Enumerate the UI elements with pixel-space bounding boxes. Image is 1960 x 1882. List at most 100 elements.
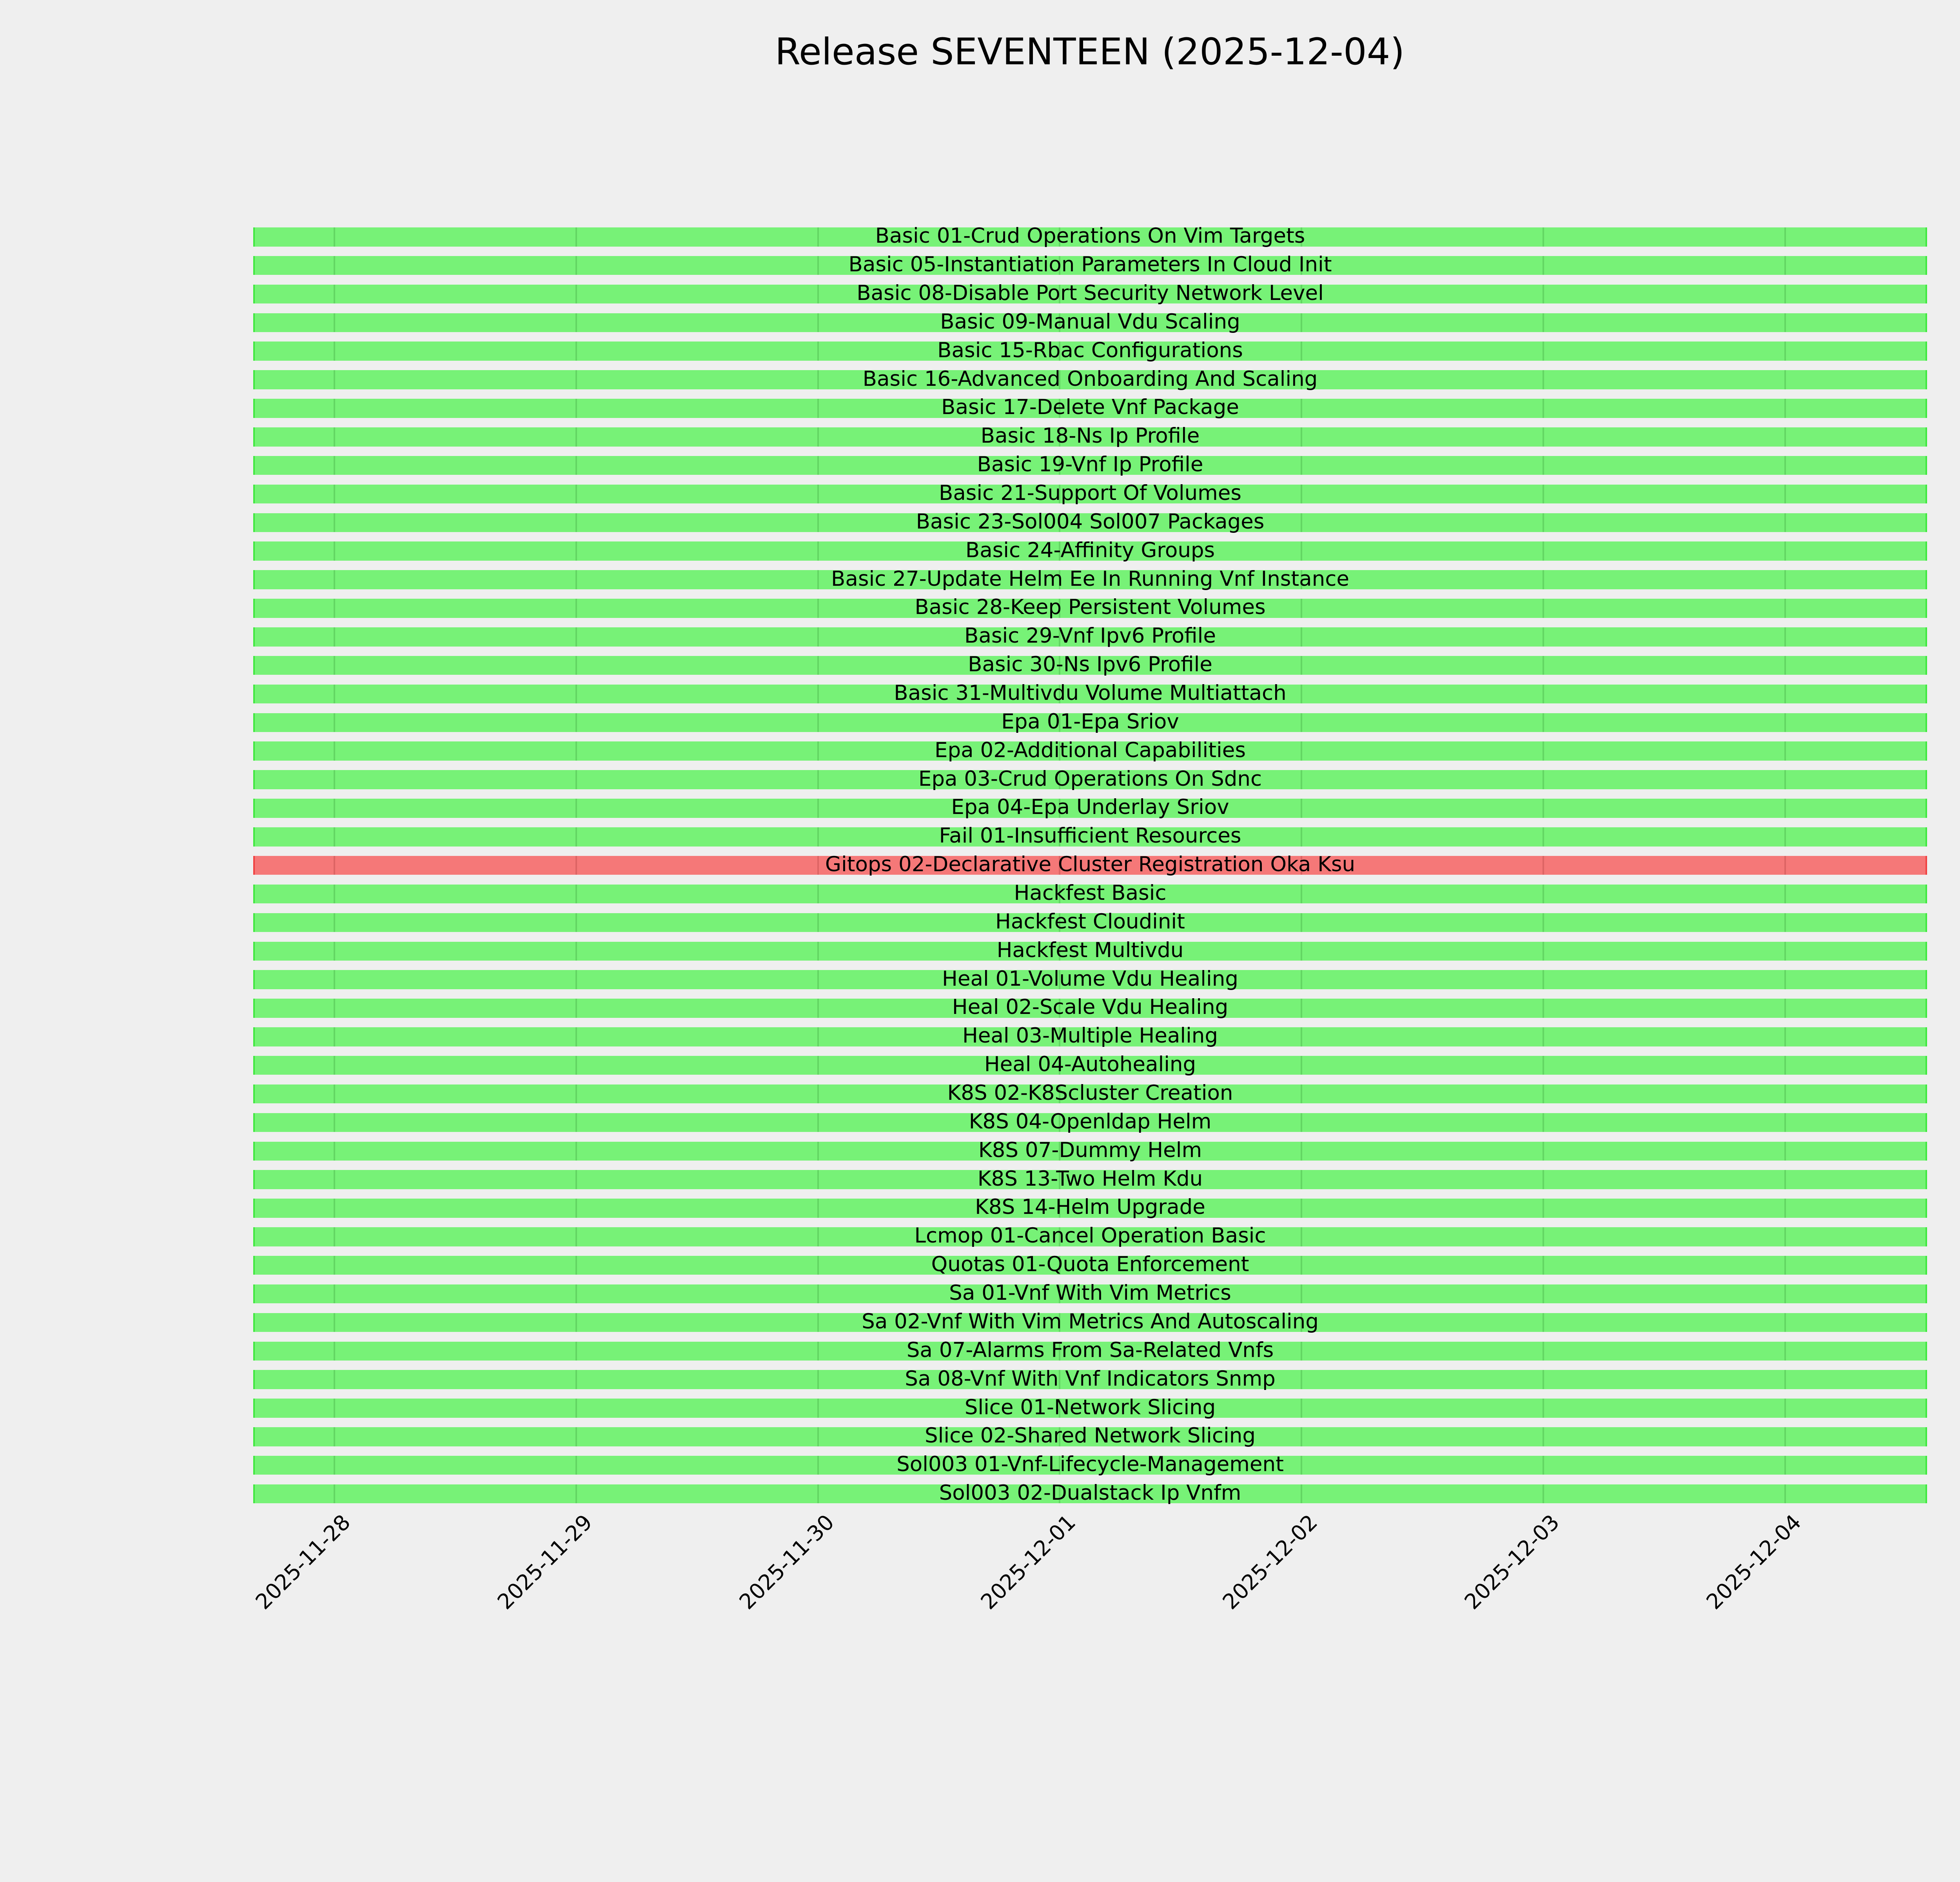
day-boundary-seam [575,1113,577,1132]
day-boundary-seam [334,1255,336,1275]
test-bar-passed: Sol003 02-Dualstack Ip Vnfm [253,1481,1927,1505]
day-boundary-seam [817,313,819,332]
x-tick-label: 2025-11-29 [492,1510,597,1615]
day-boundary-seam [1058,456,1060,475]
bar-edge [1926,1055,1927,1075]
day-boundary-seam [1058,827,1060,847]
day-boundary-seam [817,1255,819,1275]
day-boundary-seam [817,570,819,589]
day-boundary-seam [334,913,336,932]
day-boundary-seam [1784,284,1786,304]
day-boundary-seam [1058,1141,1060,1161]
test-bar-passed: Epa 04-Epa Underlay Sriov [253,796,1927,818]
bar-label: Sol003 02-Dualstack Ip Vnfm [939,1481,1241,1505]
day-boundary-seam [817,827,819,847]
day-boundary-seam [1058,970,1060,989]
day-boundary-seam [817,513,819,532]
day-boundary-seam [334,1341,336,1361]
day-boundary-seam [817,913,819,932]
day-boundary-seam [817,399,819,418]
test-bar-passed: Quotas 01-Quota Enforcement [253,1253,1927,1275]
test-bar-passed: Fail 01-Insufficient Resources [253,824,1927,848]
bar-label: Slice 02-Shared Network Slicing [924,1424,1256,1448]
bar-label: Heal 02-Scale Vdu Healing [952,995,1229,1019]
test-bar-passed: Heal 03-Multiple Healing [253,1025,1927,1047]
test-bar-passed: K8S 04-Openldap Helm [253,1110,1927,1132]
day-boundary-seam [334,684,336,704]
day-boundary-seam [334,513,336,532]
day-boundary-seam [1784,342,1786,361]
day-boundary-seam [1058,1455,1060,1475]
day-boundary-seam [1058,1027,1060,1046]
day-boundary-seam [1058,1055,1060,1075]
day-boundary-seam [1300,1341,1302,1361]
bar-label: Basic 18-Ns Ip Profile [980,424,1200,448]
day-boundary-seam [1542,856,1544,875]
day-boundary-seam [1542,1170,1544,1189]
bar-label: Hackfest Basic [1014,881,1167,905]
day-boundary-seam [1542,513,1544,532]
day-boundary-seam [1058,399,1060,418]
day-boundary-seam [575,713,577,732]
bar-label: Fail 01-Insufficient Resources [939,824,1241,848]
day-boundary-seam [1542,1227,1544,1246]
day-boundary-seam [334,1227,336,1246]
bar-edge [253,884,255,904]
bar-edge [253,427,255,447]
bar-edge [1926,1399,1927,1418]
day-boundary-seam [1542,999,1544,1018]
day-boundary-seam [1784,313,1786,332]
day-boundary-seam [334,884,336,904]
day-boundary-seam [1542,1484,1544,1504]
day-boundary-seam [1542,1427,1544,1446]
bar-edge [1926,456,1927,475]
day-boundary-seam [817,256,819,275]
day-boundary-seam [1542,256,1544,275]
bar-edge [253,1113,255,1132]
day-boundary-seam [1058,656,1060,675]
bar-edge [253,1341,255,1361]
day-boundary-seam [575,1084,577,1104]
day-boundary-seam [817,884,819,904]
day-boundary-seam [1300,1255,1302,1275]
day-boundary-seam [1784,256,1786,275]
day-boundary-seam [817,541,819,561]
day-boundary-seam [575,684,577,704]
day-boundary-seam [334,284,336,304]
day-boundary-seam [334,1055,336,1075]
day-boundary-seam [1542,827,1544,847]
day-boundary-seam [1058,599,1060,618]
bar-label: Slice 01-Network Slicing [964,1395,1216,1419]
day-boundary-seam [1784,1170,1786,1189]
day-boundary-seam [334,541,336,561]
day-boundary-seam [1542,456,1544,475]
day-boundary-seam [1542,1255,1544,1275]
bar-edge [1926,1370,1927,1389]
day-boundary-seam [1300,1027,1302,1046]
bar-edge [253,1084,255,1104]
bar-label: Heal 01-Volume Vdu Healing [942,966,1238,991]
day-boundary-seam [1542,399,1544,418]
day-boundary-seam [1542,1084,1544,1104]
day-boundary-seam [1542,913,1544,932]
day-boundary-seam [1542,313,1544,332]
bar-label: Basic 23-Sol004 Sol007 Packages [916,509,1265,534]
test-bar-passed: Basic 23-Sol004 Sol007 Packages [253,509,1927,534]
bar-edge [1926,884,1927,904]
bar-edge [1926,1255,1927,1275]
test-bar-passed: Heal 01-Volume Vdu Healing [253,966,1927,991]
bar-edge [253,1027,255,1046]
bar-label: Epa 01-Epa Sriov [1001,709,1179,734]
day-boundary-seam [817,1455,819,1475]
bar-edge [253,970,255,989]
day-boundary-seam [1058,427,1060,447]
day-boundary-seam [1784,827,1786,847]
bar-label: Basic 28-Keep Persistent Volumes [915,595,1266,619]
day-boundary-seam [1300,856,1302,875]
day-boundary-seam [575,627,577,647]
test-bar-passed: Hackfest Basic [253,881,1927,905]
day-boundary-seam [1784,1199,1786,1218]
day-boundary-seam [817,713,819,732]
bar-label: Basic 09-Manual Vdu Scaling [940,309,1240,334]
